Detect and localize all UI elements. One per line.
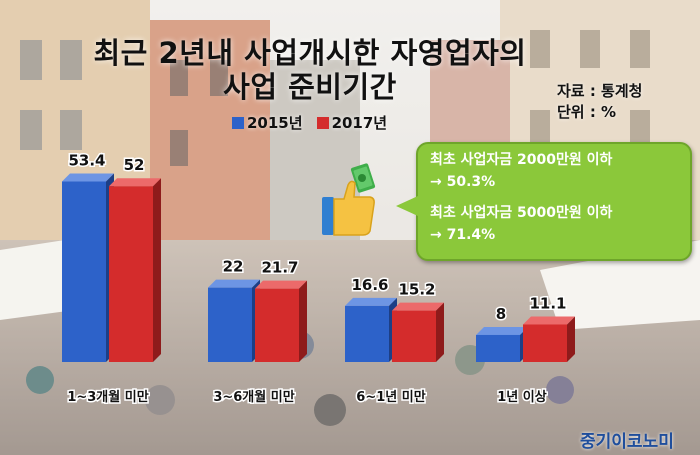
category-label-0: 1~3개월 미만 [67, 389, 148, 405]
category-label-3: 1년 이상 [497, 389, 546, 405]
value-label-2017--2: 15.2 [398, 281, 435, 299]
chart-legend: 2015년 2017년 [232, 112, 387, 133]
bar-2017--0 [109, 178, 161, 362]
category-label-2: 6~1년 미만 [356, 389, 425, 405]
value-label-2015--3: 8 [496, 305, 506, 323]
legend-label-2017: 2017년 [331, 114, 388, 132]
callout-line-3: 최초 사업자금 5000만원 이하 [430, 205, 613, 221]
callout-line-2: → 50.3% [430, 174, 496, 190]
chart-title-line-2: 사업 준비기간 [223, 70, 397, 104]
callout-box: 최초 사업자금 2000만원 이하 → 50.3% 최초 사업자금 5000만원… [396, 142, 692, 261]
legend-item-2015: 2015년 [232, 112, 303, 133]
legend-swatch-2015 [232, 116, 244, 129]
value-label-2017--3: 11.1 [529, 294, 566, 312]
category-label-1: 3~6개월 미만 [213, 389, 294, 405]
thumbs-up-money-icon [322, 163, 376, 236]
bar-2015--0 [62, 173, 114, 362]
legend-swatch-2017 [316, 116, 329, 129]
bar-2017--1 [255, 280, 307, 362]
value-label-2015--1: 22 [223, 258, 244, 276]
bar-2015--2 [345, 297, 397, 362]
callout-line-4: → 71.4% [430, 227, 496, 243]
legend-label-2015: 2015년 [247, 114, 303, 132]
value-label-2015--0: 53.4 [68, 152, 105, 170]
bar-2015--1 [208, 279, 260, 362]
callout-line-1: 최초 사업자금 2000만원 이하 [430, 152, 613, 168]
bar-2017--3 [523, 316, 575, 362]
chart-title-line-1: 최근 2년내 사업개시한 자영업자의 [93, 36, 527, 70]
value-label-2017--0: 52 [124, 156, 145, 174]
value-label-2015--2: 16.6 [351, 276, 388, 294]
value-label-2017--1: 21.7 [261, 259, 298, 277]
source-label: 자료 : 통계청 [557, 82, 643, 100]
bar-2015--3 [476, 326, 528, 362]
legend-item-2017: 2017년 [316, 112, 388, 133]
brand-logo: 중기이코노미 [580, 432, 674, 452]
bar-2017--2 [392, 302, 444, 362]
unit-label: 단위 : % [557, 103, 617, 121]
